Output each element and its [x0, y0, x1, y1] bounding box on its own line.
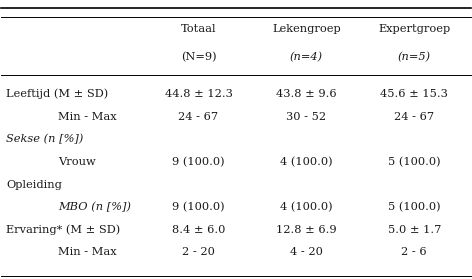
Text: 44.8 ± 12.3: 44.8 ± 12.3 [165, 89, 232, 99]
Text: 5 (100.0): 5 (100.0) [388, 202, 441, 212]
Text: 43.8 ± 9.6: 43.8 ± 9.6 [276, 89, 337, 99]
Text: 9 (100.0): 9 (100.0) [172, 157, 225, 167]
Text: 12.8 ± 6.9: 12.8 ± 6.9 [276, 225, 337, 235]
Text: (n=4): (n=4) [290, 52, 323, 62]
Text: (n=5): (n=5) [398, 52, 431, 62]
Text: 24 - 67: 24 - 67 [178, 112, 219, 122]
Text: Expertgroep: Expertgroep [378, 24, 450, 34]
Text: 5 (100.0): 5 (100.0) [388, 157, 441, 167]
Text: 2 - 20: 2 - 20 [182, 247, 215, 258]
Text: 30 - 52: 30 - 52 [287, 112, 327, 122]
Text: 5.0 ± 1.7: 5.0 ± 1.7 [388, 225, 441, 235]
Text: 8.4 ± 6.0: 8.4 ± 6.0 [172, 225, 225, 235]
Text: 24 - 67: 24 - 67 [394, 112, 434, 122]
Text: 45.6 ± 15.3: 45.6 ± 15.3 [380, 89, 448, 99]
Text: (N=9): (N=9) [181, 52, 216, 62]
Text: 4 - 20: 4 - 20 [290, 247, 323, 258]
Text: 4 (100.0): 4 (100.0) [280, 157, 333, 167]
Text: 4 (100.0): 4 (100.0) [280, 202, 333, 212]
Text: Leeftijd (M ± SD): Leeftijd (M ± SD) [6, 89, 109, 99]
Text: Opleiding: Opleiding [6, 179, 62, 189]
Text: Lekengroep: Lekengroep [272, 24, 341, 34]
Text: Min - Max: Min - Max [58, 112, 116, 122]
Text: 9 (100.0): 9 (100.0) [172, 202, 225, 212]
Text: Totaal: Totaal [181, 24, 216, 34]
Text: MBO (n [%]): MBO (n [%]) [58, 202, 131, 212]
Text: 2 - 6: 2 - 6 [402, 247, 427, 258]
Text: Vrouw: Vrouw [58, 157, 95, 167]
Text: Ervaring* (M ± SD): Ervaring* (M ± SD) [6, 225, 120, 235]
Text: Min - Max: Min - Max [58, 247, 116, 258]
Text: Sekse (n [%]): Sekse (n [%]) [6, 134, 84, 145]
